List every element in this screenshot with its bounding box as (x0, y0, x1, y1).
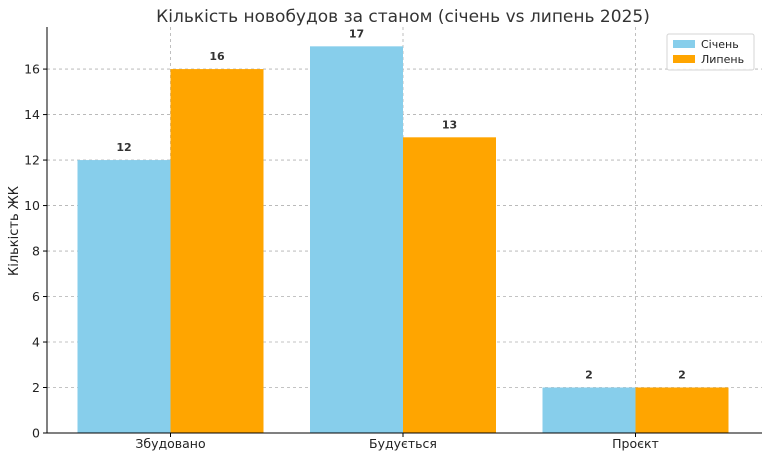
x-tick-label: Будується (369, 436, 437, 451)
chart-title: Кількість новобудов за станом (січень vs… (156, 7, 650, 27)
legend-swatch (673, 55, 695, 63)
axes (43, 27, 762, 437)
x-tick-label: Проєкт (612, 436, 659, 451)
data-label: 12 (116, 141, 131, 154)
y-axis-label: Кількість ЖК (7, 186, 22, 276)
data-label: 16 (209, 50, 225, 63)
y-tick-label: 6 (32, 289, 40, 304)
bars (77, 46, 729, 433)
bar (403, 137, 496, 433)
y-tick-label: 10 (24, 198, 40, 213)
y-tick-label: 12 (24, 153, 40, 168)
y-tick-label: 2 (32, 380, 40, 395)
y-tick-label: 0 (32, 426, 40, 441)
bar (542, 387, 636, 433)
bar (170, 69, 264, 433)
data-label: 13 (442, 118, 457, 131)
x-tick-label: Збудовано (135, 436, 205, 451)
y-tick-label: 16 (24, 62, 40, 77)
data-label: 2 (585, 369, 593, 382)
legend: Січень Липень (666, 33, 755, 71)
y-tick-label: 14 (24, 107, 40, 122)
legend-label: Січень (701, 38, 739, 51)
legend-label: Липень (701, 53, 744, 66)
bar (77, 160, 171, 433)
bar (310, 46, 403, 433)
tick-labels: 0 2 4 6 8 10 12 14 16 Збудовано Будується Проєкт (24, 62, 659, 451)
data-label: 2 (678, 369, 686, 382)
data-labels: 12 17 2 16 13 2 (116, 27, 685, 381)
data-label: 17 (349, 27, 364, 40)
bar (635, 387, 729, 433)
y-tick-label: 8 (32, 244, 40, 259)
y-tick-label: 4 (32, 335, 40, 350)
legend-swatch (673, 40, 695, 48)
